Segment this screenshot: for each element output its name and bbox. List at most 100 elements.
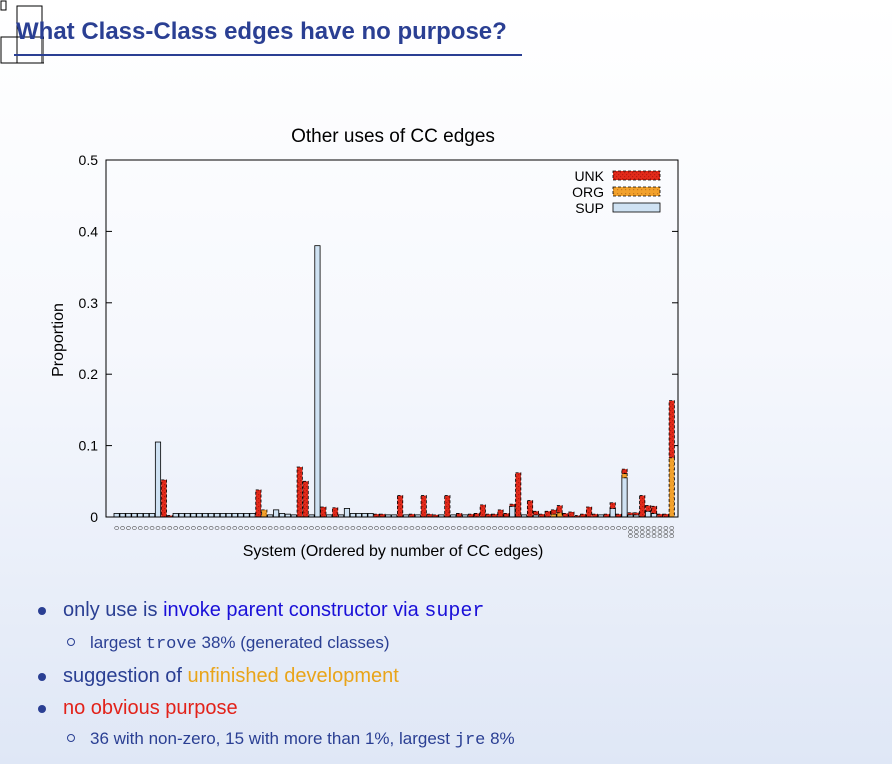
x-tick-label xyxy=(634,530,639,534)
x-tick-label xyxy=(445,526,450,530)
bar-sup xyxy=(645,510,652,518)
x-axis-label: System (Ordered by number of CC edges) xyxy=(243,543,544,560)
bar-unk xyxy=(621,468,628,474)
x-tick-label xyxy=(569,526,574,530)
x-tick-label xyxy=(261,526,267,530)
bar-unk xyxy=(668,400,675,459)
bar-sup xyxy=(355,513,362,518)
x-tick-label xyxy=(208,526,214,530)
x-tick-label xyxy=(480,526,486,530)
x-tick-label xyxy=(244,526,249,530)
x-tick-label xyxy=(356,526,362,530)
x-tick-label xyxy=(651,530,657,534)
bar-sup xyxy=(208,513,215,518)
x-tick-label xyxy=(604,526,610,530)
bar-sup xyxy=(172,513,179,518)
x-tick-label xyxy=(433,526,438,530)
x-tick-label xyxy=(167,526,173,530)
x-tick-label xyxy=(279,526,285,530)
bar-unk xyxy=(586,506,593,518)
x-tick-label xyxy=(362,526,367,530)
bar-unk xyxy=(650,505,658,514)
x-tick-label xyxy=(586,526,592,530)
bar-sup xyxy=(231,513,238,518)
bar-unk xyxy=(556,505,563,514)
x-tick-label xyxy=(492,526,497,530)
title-underline xyxy=(14,54,522,56)
bar-unk xyxy=(503,513,510,518)
x-tick-label xyxy=(651,526,657,530)
bar-sup xyxy=(367,513,374,518)
bar-unk xyxy=(160,479,167,518)
x-tick-label xyxy=(114,526,119,530)
x-tick-label xyxy=(273,526,279,530)
x-tick-label xyxy=(173,526,179,530)
bar-unk xyxy=(397,495,404,518)
bar-unk xyxy=(645,505,652,512)
bar-sup xyxy=(143,513,150,518)
x-tick-label xyxy=(580,526,586,530)
legend-label: SUP xyxy=(575,200,604,216)
bar-sup xyxy=(225,513,232,518)
bar-sup xyxy=(119,513,126,518)
x-tick-label xyxy=(557,526,562,530)
bar-sup xyxy=(178,513,185,518)
x-tick-label xyxy=(267,526,273,530)
navigation-icon[interactable] xyxy=(0,0,44,64)
x-tick-label xyxy=(533,526,539,530)
bar-unk xyxy=(526,500,534,518)
x-tick-label xyxy=(510,526,515,530)
x-tick-label xyxy=(374,526,379,530)
legend-swatch-sup xyxy=(612,202,661,213)
bar-sup xyxy=(609,508,616,518)
x-tick-label xyxy=(380,526,385,530)
x-tick-label xyxy=(639,526,645,530)
x-tick-label xyxy=(639,530,645,534)
chart-title: Other uses of CC edges xyxy=(291,126,495,147)
x-tick-label xyxy=(149,526,155,530)
x-tick-label xyxy=(315,526,320,530)
bar-sup xyxy=(154,441,162,518)
x-tick-label xyxy=(415,526,421,530)
bar-org xyxy=(261,509,268,518)
x-tick-label xyxy=(634,534,639,538)
x-tick-label xyxy=(350,526,356,530)
bar-unk xyxy=(320,506,327,518)
legend-label: UNK xyxy=(574,168,604,184)
bar-unk xyxy=(544,510,551,518)
x-tick-label xyxy=(297,526,303,530)
x-tick-label xyxy=(391,526,397,530)
x-tick-label xyxy=(610,526,616,530)
x-tick-label xyxy=(669,526,675,530)
bar-sup xyxy=(131,513,138,518)
x-tick-label xyxy=(161,526,167,530)
x-tick-label xyxy=(462,526,468,530)
x-tick-label xyxy=(474,526,480,530)
x-tick-label xyxy=(191,526,196,530)
bar-sup xyxy=(113,513,120,518)
bar-unk xyxy=(473,513,480,518)
y-tick-label: 0.4 xyxy=(79,223,99,239)
bar-sup xyxy=(149,513,156,518)
x-tick-label xyxy=(504,526,509,530)
x-tick-label xyxy=(645,526,651,530)
x-tick-label xyxy=(563,526,568,530)
bar-unk xyxy=(515,472,522,518)
bar-sup xyxy=(273,509,280,518)
x-tick-label xyxy=(468,526,474,530)
x-tick-label xyxy=(220,526,226,530)
bar-sup xyxy=(137,513,144,518)
bar-unk xyxy=(562,513,569,518)
x-tick-label xyxy=(309,526,314,530)
x-tick-label xyxy=(645,530,651,534)
bar-sup xyxy=(314,245,321,518)
x-tick-label xyxy=(421,526,427,530)
bar-unk xyxy=(444,495,451,518)
bar-unk xyxy=(633,512,640,516)
bar-sup xyxy=(243,513,250,518)
bar-unk xyxy=(550,509,557,515)
x-tick-label xyxy=(616,526,621,530)
x-tick-label xyxy=(137,526,143,530)
bar-unk xyxy=(255,489,262,518)
x-tick-label xyxy=(639,534,645,538)
